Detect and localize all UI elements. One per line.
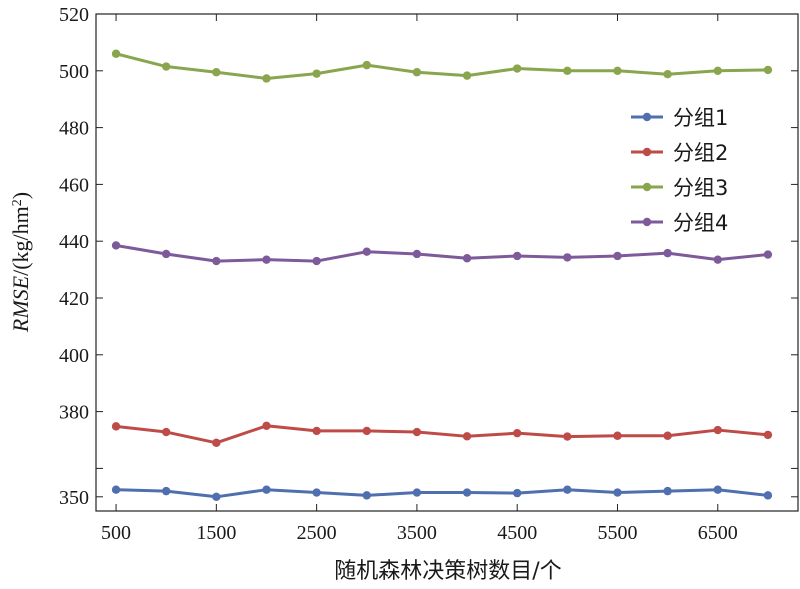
data-point <box>663 70 672 79</box>
data-point <box>513 64 522 73</box>
legend-swatch-marker <box>642 112 652 122</box>
series-line <box>115 52 768 80</box>
legend-label: 分组3 <box>673 176 728 200</box>
data-point <box>713 255 722 264</box>
plot-frame <box>95 13 799 512</box>
series-4 <box>111 241 773 266</box>
data-point <box>412 68 422 77</box>
data-point <box>212 438 221 448</box>
data-point <box>563 253 572 262</box>
series-line <box>115 243 769 263</box>
data-point <box>563 485 572 494</box>
legend-item: 分组3 <box>631 176 728 200</box>
y-tick-label: 400 <box>59 345 89 367</box>
data-point <box>212 68 221 77</box>
legend-swatch-marker <box>642 217 652 227</box>
data-point <box>111 241 121 250</box>
data-point <box>212 256 221 266</box>
data-point <box>462 432 472 441</box>
y-axis-title: RMSE/(kg/hm2) <box>8 192 33 333</box>
data-point <box>412 488 422 497</box>
data-point <box>713 66 722 76</box>
data-point <box>312 426 321 436</box>
data-point <box>262 255 271 264</box>
legend-label: 分组2 <box>673 141 728 165</box>
data-point <box>513 428 522 438</box>
series-3 <box>111 49 773 83</box>
data-point <box>162 486 171 496</box>
data-point <box>362 247 371 256</box>
x-tick-label: 2500 <box>297 522 337 544</box>
x-tick-label: 3500 <box>397 522 437 544</box>
x-tick-label: 500 <box>101 522 131 544</box>
data-point <box>262 74 271 83</box>
axis-ticks: 500 1500 2500 3500 4500 5500 6500 350 380 400 420 4… <box>59 4 798 544</box>
data-point <box>111 485 121 494</box>
data-point <box>462 254 472 263</box>
data-point <box>362 60 371 70</box>
series-2 <box>111 421 773 448</box>
data-point <box>412 427 422 437</box>
data-point <box>462 71 472 80</box>
data-point <box>362 491 371 500</box>
data-point <box>312 69 321 78</box>
data-point <box>663 248 672 258</box>
series-line <box>115 424 769 445</box>
data-point <box>362 426 371 436</box>
legend-label: 分组4 <box>673 211 728 235</box>
data-point <box>462 488 472 497</box>
data-point <box>111 49 121 58</box>
data-point <box>663 486 672 496</box>
series-layer <box>111 49 773 501</box>
y-tick-label: 500 <box>59 61 89 83</box>
legend-item: 分组4 <box>631 211 728 235</box>
data-point <box>563 66 572 76</box>
data-point <box>262 421 271 430</box>
y-tick-label: 420 <box>59 288 89 310</box>
data-point <box>763 430 773 440</box>
x-tick-label: 4500 <box>497 522 537 544</box>
data-point <box>613 488 622 497</box>
x-tick-label: 5500 <box>597 522 637 544</box>
y-tick-label: 460 <box>59 174 89 196</box>
data-point <box>412 249 422 259</box>
y-tick-label: 520 <box>59 4 89 26</box>
data-point <box>111 422 121 431</box>
y-tick-label: 350 <box>59 487 89 509</box>
data-point <box>563 432 572 441</box>
x-tick-label: 1500 <box>196 522 236 544</box>
data-point <box>312 488 321 497</box>
data-point <box>262 485 271 494</box>
data-point <box>713 485 722 494</box>
y-tick-label: 480 <box>59 118 89 140</box>
data-point <box>763 491 773 500</box>
legend-item: 分组1 <box>631 106 728 130</box>
data-point <box>763 250 773 259</box>
data-point <box>763 65 773 75</box>
data-point <box>312 256 321 266</box>
series-1 <box>111 485 773 501</box>
x-axis-title: 随机森林决策树数目/个 <box>334 559 561 584</box>
data-point <box>162 427 171 437</box>
x-tick-label: 6500 <box>698 522 738 544</box>
data-point <box>663 431 672 440</box>
data-point <box>513 488 522 498</box>
data-point <box>713 425 722 435</box>
legend-item: 分组2 <box>631 141 728 165</box>
data-point <box>212 492 221 501</box>
legend-swatch-marker <box>642 182 652 192</box>
data-point <box>513 251 522 261</box>
data-point <box>162 249 171 259</box>
legend: 分组1 分组2 分组3 分组4 <box>631 106 728 235</box>
data-point <box>613 251 622 261</box>
legend-swatch-marker <box>642 147 652 157</box>
series-line <box>116 488 769 499</box>
y-tick-label: 440 <box>59 231 89 253</box>
legend-label: 分组1 <box>673 106 728 130</box>
y-tick-label: 380 <box>59 402 89 424</box>
data-point <box>162 62 171 71</box>
data-point <box>613 431 622 440</box>
data-point <box>613 66 622 76</box>
